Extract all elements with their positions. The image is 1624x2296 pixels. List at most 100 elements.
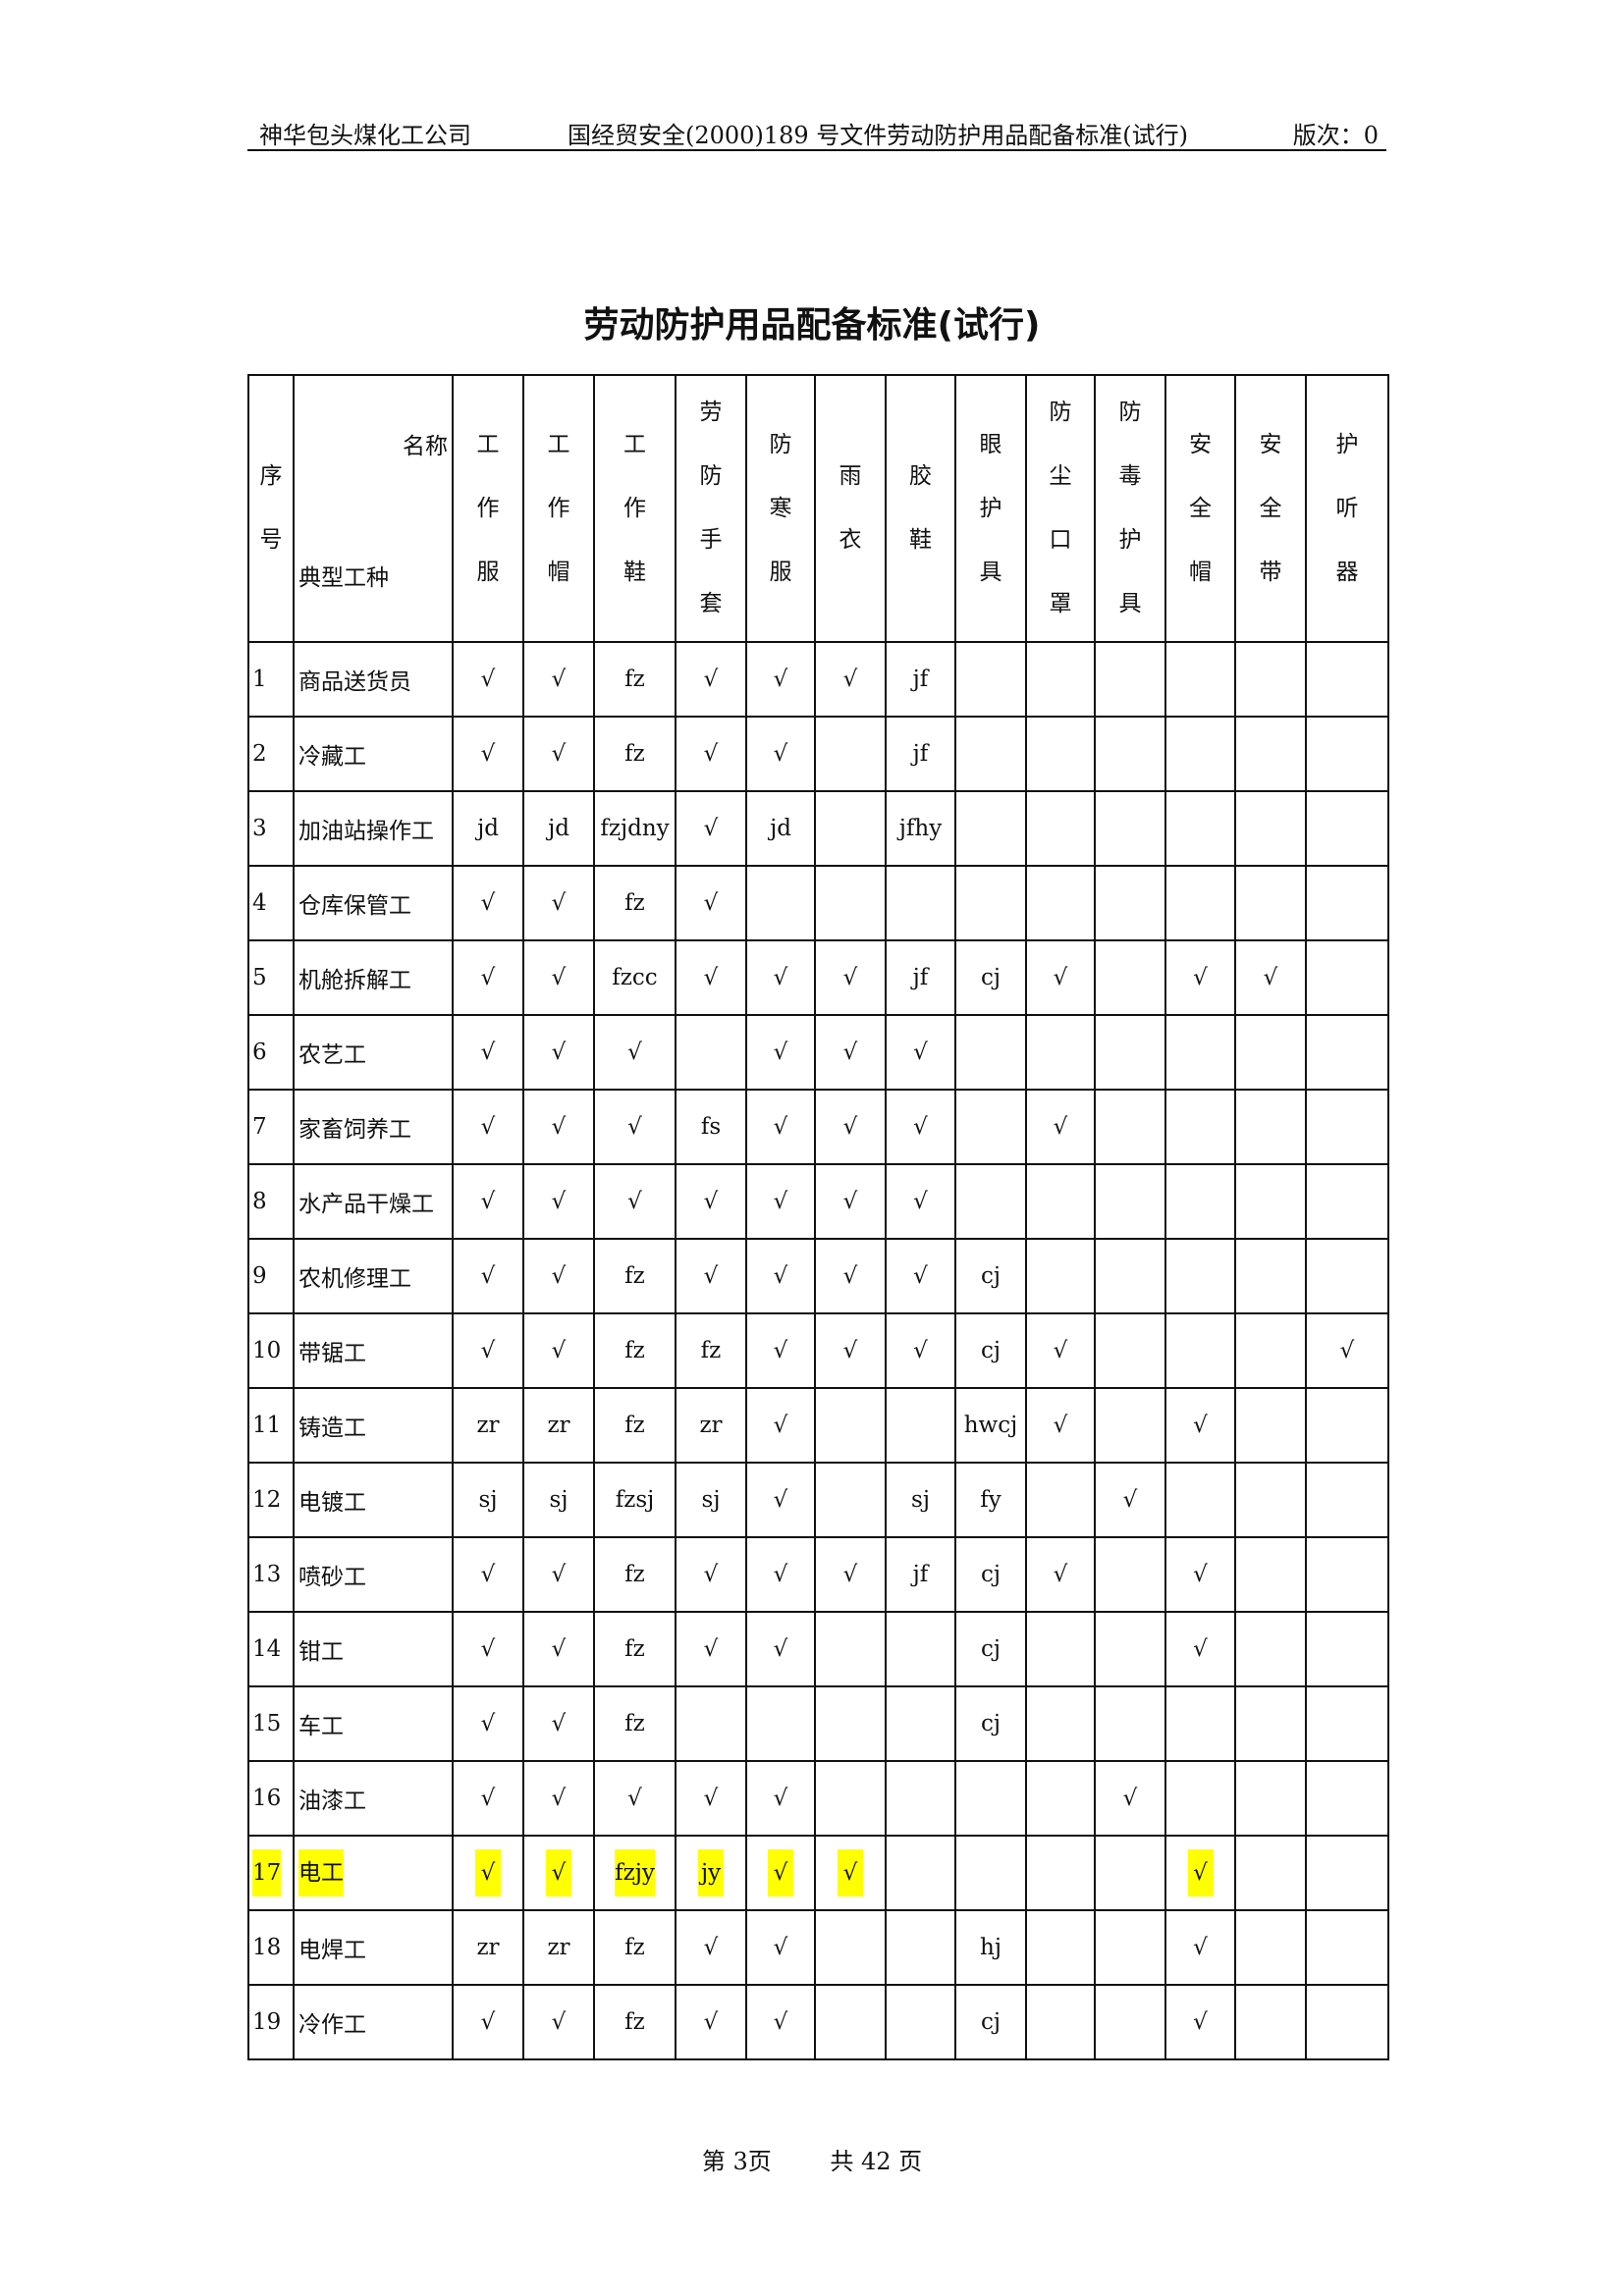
equipment-cell [814,1611,887,1687]
equipment-cell: √ [675,1238,747,1314]
equipment-cell [885,1984,956,2060]
equipment-cell [814,1909,887,1986]
equipment-cell [1234,1760,1307,1837]
equipment-cell: √ [675,1909,747,1986]
equipment-cell: √ [745,1163,816,1240]
equipment-cell: √ [1234,939,1307,1016]
equipment-cell-text: √ [1193,1562,1208,1587]
equipment-cell [1234,1685,1307,1762]
equipment-cell: √ [675,1760,747,1837]
equipment-cell: √ [1164,1387,1236,1464]
row-number-text: 7 [252,1114,267,1140]
equipment-cell: √ [1164,1611,1236,1687]
equipment-cell-text: √ [480,2009,496,2035]
row-number-text: 9 [252,1263,267,1289]
table-row: 14 钳工 √ √ fz √ √ cj √ [247,1611,1389,1687]
equipment-cell: fz [593,716,677,792]
equipment-cell: sj [885,1462,956,1538]
equipment-cell [1025,1014,1096,1091]
equipment-cell: √ [452,1238,524,1314]
equipment-cell [1234,1089,1307,1165]
job-type-text: 喷砂工 [298,1565,366,1590]
equipment-cell: hj [954,1909,1027,1986]
table-row: 18 电焊工 zr zr fz √ √ hj √ [247,1909,1389,1986]
equipment-cell-text: cj [980,1338,1001,1363]
equipment-cell-text: cj [980,965,1001,990]
equipment-cell [1305,1835,1389,1911]
equipment-cell: √ [452,865,524,941]
equipment-cell-text: zr [547,1413,570,1438]
equipment-cell: √ [1025,1312,1096,1389]
equipment-cell: sj [452,1462,524,1538]
equipment-cell-text: √ [1193,1413,1208,1438]
equipment-cell: fz [593,1387,677,1464]
equipment-cell-text: fy [980,1487,1001,1513]
table-row: 12 电镀工 sj sj fzsj sj √ sj fy √ [247,1462,1389,1538]
equipment-cell [1025,1462,1096,1538]
equipment-cell: √ [885,1089,956,1165]
equipment-cell: √ [675,790,747,867]
equipment-cell [1094,1835,1166,1911]
corner-top-label: 名称 [403,434,448,459]
equipment-cell [1094,1089,1166,1165]
job-type: 冷作工 [293,1984,454,2060]
equipment-cell-text: √ [703,1189,719,1214]
equipment-cell [885,1760,956,1837]
equipment-cell: √ [1025,939,1096,1016]
equipment-cell: zr [522,1909,595,1986]
equipment-cell [954,1089,1027,1165]
equipment-cell [1094,1163,1166,1240]
column-header-text: 劳防手套 [699,400,723,616]
equipment-cell-text: √ [1122,1487,1138,1513]
equipment-cell-text: jd [477,816,499,841]
equipment-cell: √ [522,641,595,718]
equipment-cell: zr [452,1909,524,1986]
table-row: 19 冷作工 √ √ fz √ √ cj √ [247,1984,1389,2060]
equipment-cell: √ [745,1760,816,1837]
equipment-cell: √ [675,1536,747,1613]
job-type: 铸造工 [293,1387,454,1464]
equipment-cell-text: √ [1053,1413,1068,1438]
equipment-cell [954,790,1027,867]
equipment-cell: fz [675,1312,747,1389]
table-row: 13 喷砂工 √ √ fz √ √ √ jf cj √ √ [247,1536,1389,1613]
equipment-cell [1164,1760,1236,1837]
equipment-cell: √ [522,1238,595,1314]
page-title: 劳动防护用品配备标准(试行) [583,305,1041,346]
equipment-cell [1234,1312,1307,1389]
equipment-cell [1094,1312,1166,1389]
equipment-cell [1025,1984,1096,2060]
equipment-cell: √ [522,1835,595,1911]
equipment-cell: √ [452,939,524,1016]
equipment-cell [1025,1760,1096,1837]
row-number-text: 11 [252,1413,282,1438]
equipment-cell-text: fzcc [612,965,658,990]
column-header-text: 防尘口罩 [1049,400,1072,616]
equipment-cell: √ [675,641,747,718]
equipment-cell: fs [675,1089,747,1165]
equipment-cell [1094,1909,1166,1986]
equipment-cell [885,1909,956,1986]
equipment-cell: √ [593,1163,677,1240]
table-row: 9 农机修理工 √ √ fz √ √ √ √ cj [247,1238,1389,1314]
equipment-cell: √ [745,1014,816,1091]
equipment-cell-text: √ [703,1562,719,1587]
equipment-cell-text: √ [773,1935,788,1960]
equipment-cell-text: √ [703,1786,719,1811]
equipment-cell: √ [814,1089,887,1165]
equipment-cell [1234,1984,1307,2060]
equipment-cell: fz [593,1536,677,1613]
column-header: 防毒护具 [1094,374,1166,643]
equipment-cell [1094,641,1166,718]
equipment-cell-text: √ [475,1849,501,1896]
column-header-text: 工作服 [476,431,500,585]
equipment-cell: fzjy [593,1835,677,1911]
row-number: 11 [247,1387,295,1464]
job-type: 电镀工 [293,1462,454,1538]
equipment-cell: zr [452,1387,524,1464]
equipment-cell: √ [522,865,595,941]
table-row: 3 加油站操作工 jd jd fzjdny √ jd jfhy [247,790,1389,867]
equipment-cell-text: √ [773,1338,788,1363]
equipment-cell-text: fz [624,890,645,916]
equipment-cell-text: √ [480,1636,496,1662]
